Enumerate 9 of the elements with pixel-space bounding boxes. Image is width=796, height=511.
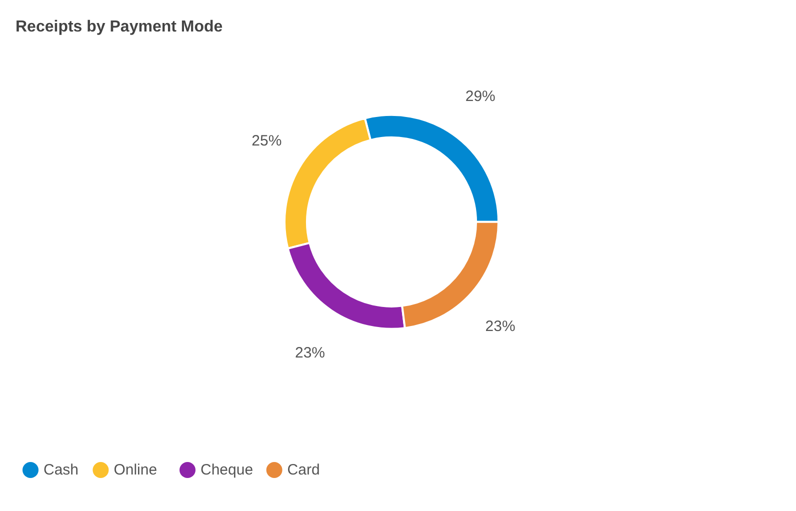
- data-label: 29%: [465, 88, 496, 106]
- legend-label: Card: [287, 461, 320, 478]
- chart-title: Receipts by Payment Mode: [16, 18, 223, 36]
- data-label: 25%: [252, 132, 282, 150]
- legend-label: Online: [114, 461, 158, 478]
- data-label: 23%: [485, 318, 516, 336]
- legend-label: Cash: [44, 461, 79, 478]
- legend-label: Cheque: [200, 461, 254, 478]
- data-label: 23%: [294, 344, 326, 362]
